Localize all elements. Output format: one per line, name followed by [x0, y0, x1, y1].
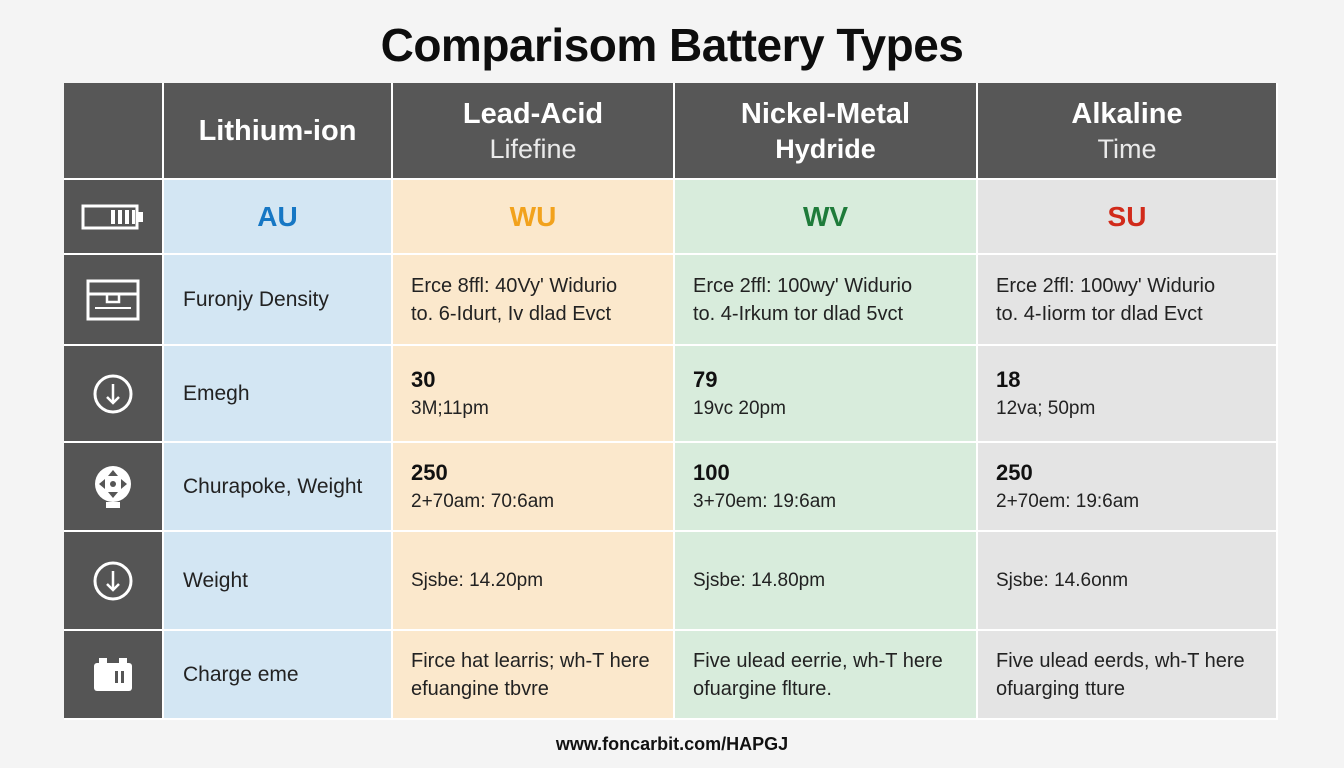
column-header-alkaline: Alkaline Time — [978, 83, 1278, 180]
cell-line: efuangine tbvre — [411, 677, 549, 700]
table-cell: Five ulead eerrie, wh-T here ofuargine f… — [675, 631, 978, 720]
table-cell: Erce 2ffl: 100wy' Widurio to. 4-Irkum to… — [675, 255, 978, 346]
comparison-table: Lithium-ion Lead-Acid Lifefine Nickel-Me… — [64, 83, 1278, 720]
cell-line: to. 6-Idurt, Iv dlad Evct — [411, 302, 612, 325]
header-corner — [64, 83, 164, 180]
cell-subtext: 19vc 20pm — [693, 397, 786, 419]
table-cell: 100 3+70em: 19:6am — [675, 443, 978, 532]
cell-line: Erce 2ffl: 100wy' Widurio — [996, 274, 1216, 297]
cell-line: to. 4-Irkum tor dlad 5vct — [693, 302, 904, 325]
cell-subtext: 2+70em: 19:6am — [996, 490, 1140, 512]
box-icon — [86, 279, 140, 320]
table-cell: 30 3M;11pm — [393, 346, 675, 443]
cell-line: Firce hat learris; wh-T here — [411, 649, 650, 672]
column-header-subtitle: Hydride — [775, 133, 876, 164]
cell-subtext: 3+70em: 19:6am — [693, 490, 837, 512]
code-cell-lithium-ion: AU — [164, 180, 393, 255]
row-icon-cell — [64, 532, 164, 631]
cell-number: 18 — [996, 366, 1021, 392]
cell-subtext: Sjsbe: 14.20pm — [411, 569, 544, 591]
row-icon-cell — [64, 631, 164, 720]
column-header-title: Lithium-ion — [198, 114, 357, 147]
table-cell: 79 19vc 20pm — [675, 346, 978, 443]
row-icon-cell — [64, 443, 164, 532]
cell-line: Five ulead eerds, wh-T here — [996, 649, 1245, 672]
table-cell: Erce 2ffl: 100wy' Widurio to. 4-Iiorm to… — [978, 255, 1278, 346]
code-cell-lead-acid: WU — [393, 180, 675, 255]
column-header-lead-acid: Lead-Acid Lifefine — [393, 83, 675, 180]
code-text: WV — [802, 200, 849, 232]
cell-line: to. 4-Iiorm tor dlad Evct — [996, 302, 1203, 325]
cell-number: 30 — [411, 366, 436, 392]
column-header-title: Alkaline — [1071, 97, 1183, 130]
row-label: Weight — [164, 532, 393, 631]
row-icon-cell — [64, 255, 164, 346]
cell-line: Erce 2ffl: 100wy' Widurio — [693, 274, 913, 297]
column-header-subtitle: Time — [1097, 133, 1157, 164]
table-cell: 18 12va; 50pm — [978, 346, 1278, 443]
cell-subtext: 2+70am: 70:6am — [411, 490, 555, 512]
table-cell: 250 2+70em: 19:6am — [978, 443, 1278, 532]
cell-line: Five ulead eerrie, wh-T here — [693, 649, 943, 672]
code-text: AU — [257, 200, 298, 232]
column-header-title: Nickel-Metal — [740, 97, 911, 130]
code-text: SU — [1107, 200, 1147, 232]
column-header-lithium-ion: Lithium-ion — [164, 83, 393, 180]
code-text: WU — [509, 200, 557, 232]
row-label: Charge eme — [164, 631, 393, 720]
table-cell: Sjsbe: 14.80pm — [675, 532, 978, 631]
cell-line: Erce 8ffl: 40Vy' Widurio — [411, 274, 618, 297]
footer-url: www.foncarbit.com/HAPGJ — [555, 734, 789, 754]
cell-subtext: 3M;11pm — [411, 397, 489, 419]
cell-subtext: 12va; 50pm — [996, 397, 1096, 419]
car-battery-icon — [94, 657, 132, 691]
column-header-title: Lead-Acid — [462, 97, 604, 130]
table-cell: Sjsbe: 14.6onm — [978, 532, 1278, 631]
cell-subtext: Sjsbe: 14.80pm — [693, 569, 826, 591]
cell-number: 250 — [996, 459, 1033, 485]
table-cell: Erce 8ffl: 40Vy' Widurio to. 6-Idurt, Iv… — [393, 255, 675, 346]
code-cell-nickel-metal-hydride: WV — [675, 180, 978, 255]
cell-number: 100 — [693, 459, 730, 485]
cell-number: 79 — [693, 366, 718, 392]
cell-line: ofuarging tture — [996, 677, 1125, 700]
row-label: Emegh — [164, 346, 393, 443]
arrow-down-circle-icon — [93, 561, 133, 600]
table-cell: 250 2+70am: 70:6am — [393, 443, 675, 532]
table-cell: Five ulead eerds, wh-T here ofuarging tt… — [978, 631, 1278, 720]
row-label: Furonjy Density — [164, 255, 393, 346]
cell-line: ofuargine flture. — [693, 677, 832, 700]
row-icon-cell — [64, 180, 164, 255]
column-header-nickel-metal-hydride: Nickel-Metal Hydride — [675, 83, 978, 180]
cell-number: 250 — [411, 459, 448, 485]
table-cell: Firce hat learris; wh-T here efuangine t… — [393, 631, 675, 720]
arrow-down-circle-icon — [93, 374, 133, 413]
table-cell: Sjsbe: 14.20pm — [393, 532, 675, 631]
row-icon-cell — [64, 346, 164, 443]
code-cell-alkaline: SU — [978, 180, 1278, 255]
row-label: Churapoke, Weight — [164, 443, 393, 532]
move-arrows-icon — [95, 465, 131, 508]
battery-icon — [81, 204, 143, 229]
page-title: Comparisom Battery Types — [380, 19, 964, 71]
column-header-subtitle: Lifefine — [489, 133, 577, 164]
cell-subtext: Sjsbe: 14.6onm — [996, 569, 1129, 591]
